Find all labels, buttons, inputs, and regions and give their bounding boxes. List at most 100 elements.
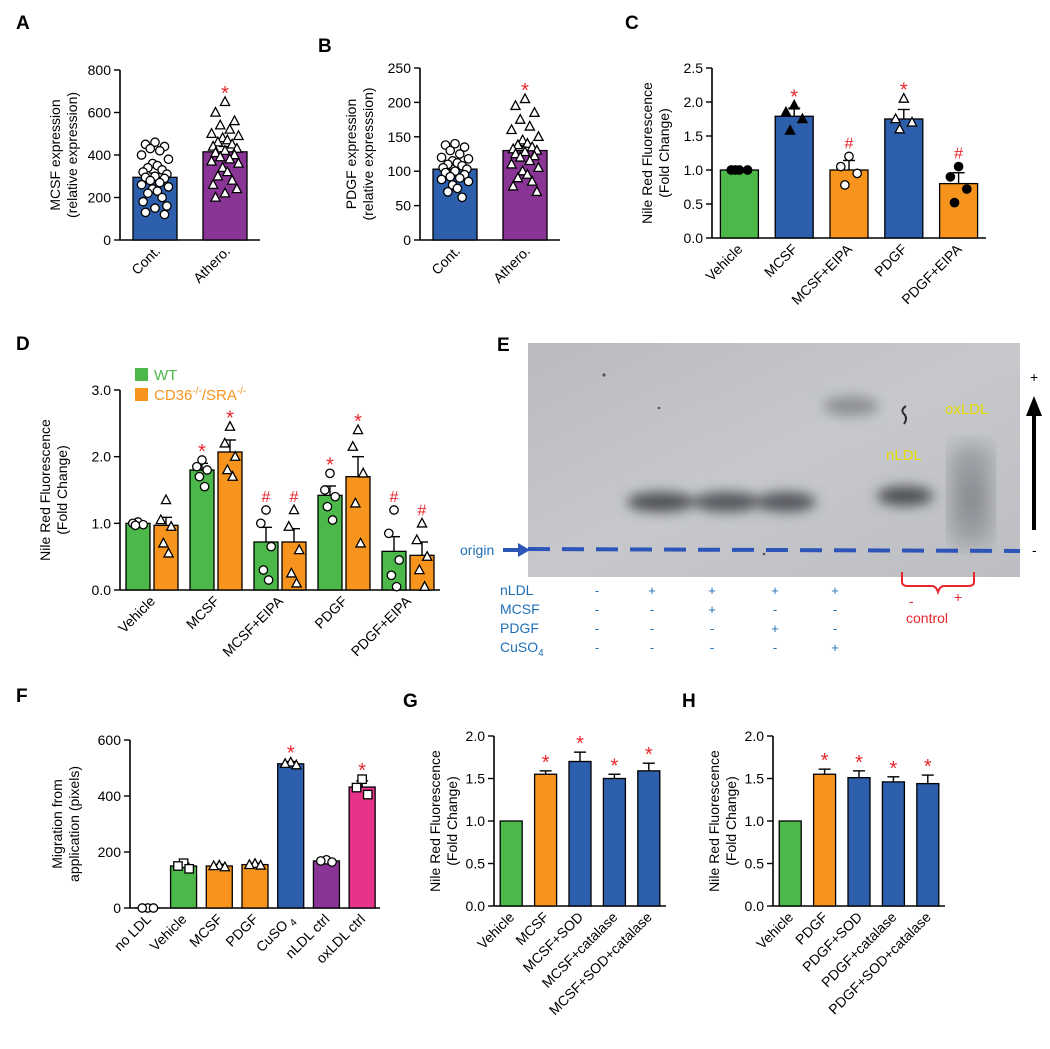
gel-speck bbox=[602, 373, 606, 377]
y-tick-label: 1.5 bbox=[684, 128, 704, 144]
gel-bands bbox=[627, 396, 933, 512]
data-point bbox=[205, 154, 218, 166]
data-point bbox=[136, 150, 147, 160]
data-point bbox=[288, 503, 300, 515]
origin-arrow-head bbox=[518, 543, 530, 557]
gel-cell-sign: - bbox=[833, 621, 837, 636]
y-tick-label: 1.5 bbox=[466, 771, 486, 787]
data-point bbox=[150, 203, 160, 213]
data-point bbox=[436, 174, 447, 185]
data-point bbox=[137, 903, 148, 913]
panel-label-f: F bbox=[16, 686, 28, 707]
y-tick-label: 0.5 bbox=[684, 196, 704, 212]
panel-h-chart: H 0.0 0.5 1.0 1.5 2.0 Nile Red Fluorescence (Fo… bbox=[682, 691, 945, 1018]
data-point bbox=[389, 505, 399, 515]
x-tick-label: PDGF bbox=[871, 241, 910, 280]
significance-star: * bbox=[790, 86, 798, 108]
data-point bbox=[519, 145, 531, 157]
data-point bbox=[445, 171, 456, 182]
bar bbox=[125, 522, 151, 591]
data-point bbox=[145, 175, 156, 186]
migration-arrow-head bbox=[1026, 396, 1042, 416]
data-point bbox=[351, 782, 362, 793]
data-point bbox=[165, 520, 177, 531]
data-point bbox=[173, 861, 183, 871]
data-point bbox=[207, 859, 220, 871]
data-point bbox=[205, 127, 218, 139]
bar bbox=[533, 773, 558, 907]
data-point bbox=[194, 471, 205, 482]
data-point bbox=[263, 575, 274, 585]
data-point bbox=[788, 99, 800, 110]
data-point bbox=[945, 171, 956, 182]
gel-condition-table: nLDL - + + + + MCSF - - + - - PDGF - - - + - CuSO4 - - - - + bbox=[500, 582, 839, 659]
significance-star: * bbox=[924, 756, 932, 778]
data-point bbox=[949, 197, 960, 208]
data-point bbox=[219, 860, 231, 872]
significance-star: * bbox=[821, 750, 829, 772]
data-point bbox=[258, 565, 269, 575]
y-tick-label: 0.0 bbox=[92, 582, 112, 598]
data-point bbox=[354, 536, 367, 548]
data-point bbox=[443, 186, 453, 197]
data-point bbox=[528, 106, 541, 117]
significance-star: * bbox=[542, 752, 550, 774]
data-point bbox=[163, 154, 174, 165]
data-point bbox=[219, 186, 231, 198]
data-point bbox=[219, 144, 231, 156]
data-point bbox=[362, 789, 373, 800]
y-axis-label: MCSF expression bbox=[47, 99, 63, 210]
y-tick-label: 1.5 bbox=[745, 771, 765, 787]
y-tick-label: 200 bbox=[388, 94, 412, 110]
data-point bbox=[197, 455, 207, 465]
y-axis-label: Migration from bbox=[49, 779, 65, 868]
gel-cell-sign: - bbox=[595, 602, 599, 617]
legend-label-part: /SRA bbox=[202, 387, 237, 404]
significance-star: * bbox=[198, 441, 206, 463]
band-oxldl-core bbox=[956, 478, 986, 518]
data-point bbox=[521, 137, 534, 148]
gel-row-label: MCSF bbox=[500, 601, 540, 617]
y-axis-label: PDGF expression bbox=[343, 99, 359, 209]
significance-star: * bbox=[900, 80, 908, 102]
data-point bbox=[184, 863, 195, 874]
x-tick-label: Athero. bbox=[490, 243, 533, 286]
data-point bbox=[835, 161, 846, 172]
bar bbox=[499, 820, 523, 907]
oxldl-band-label: oxLDL bbox=[945, 401, 988, 418]
data-point bbox=[214, 118, 226, 130]
control-bracket bbox=[901, 572, 975, 596]
data-point bbox=[152, 186, 163, 196]
bar bbox=[345, 476, 371, 591]
data-point bbox=[219, 436, 231, 448]
y-axis-label-2: application (pixels) bbox=[66, 766, 82, 882]
data-point bbox=[906, 116, 918, 127]
data-point bbox=[463, 176, 474, 187]
y-axis-label: Nile Red Fluorescence bbox=[706, 750, 722, 892]
significance-star: * bbox=[521, 80, 529, 102]
bar bbox=[241, 863, 269, 909]
y-axis-label: Nile Red Fluorescence bbox=[427, 750, 443, 892]
data-point bbox=[154, 177, 165, 188]
band-lane-3 bbox=[693, 492, 761, 512]
x-tick-label: Vehicle bbox=[474, 909, 517, 952]
band-nldl-control bbox=[877, 486, 933, 506]
data-point bbox=[961, 184, 972, 194]
data-point bbox=[509, 147, 522, 159]
data-point bbox=[232, 157, 245, 168]
data-point bbox=[266, 541, 277, 552]
data-point bbox=[191, 461, 202, 472]
data-point bbox=[327, 515, 338, 525]
data-point bbox=[852, 168, 863, 179]
gel-cell-sign: + bbox=[771, 621, 779, 636]
data-point bbox=[349, 496, 362, 508]
data-point bbox=[445, 145, 456, 156]
data-point bbox=[319, 485, 330, 495]
gel-cell-sign: - bbox=[710, 640, 714, 655]
gel-cell-sign: - bbox=[833, 602, 837, 617]
x-tick-label: MCSF bbox=[761, 241, 800, 280]
data-point bbox=[136, 179, 147, 190]
bar bbox=[881, 781, 906, 907]
panel-label-d: D bbox=[16, 334, 30, 355]
